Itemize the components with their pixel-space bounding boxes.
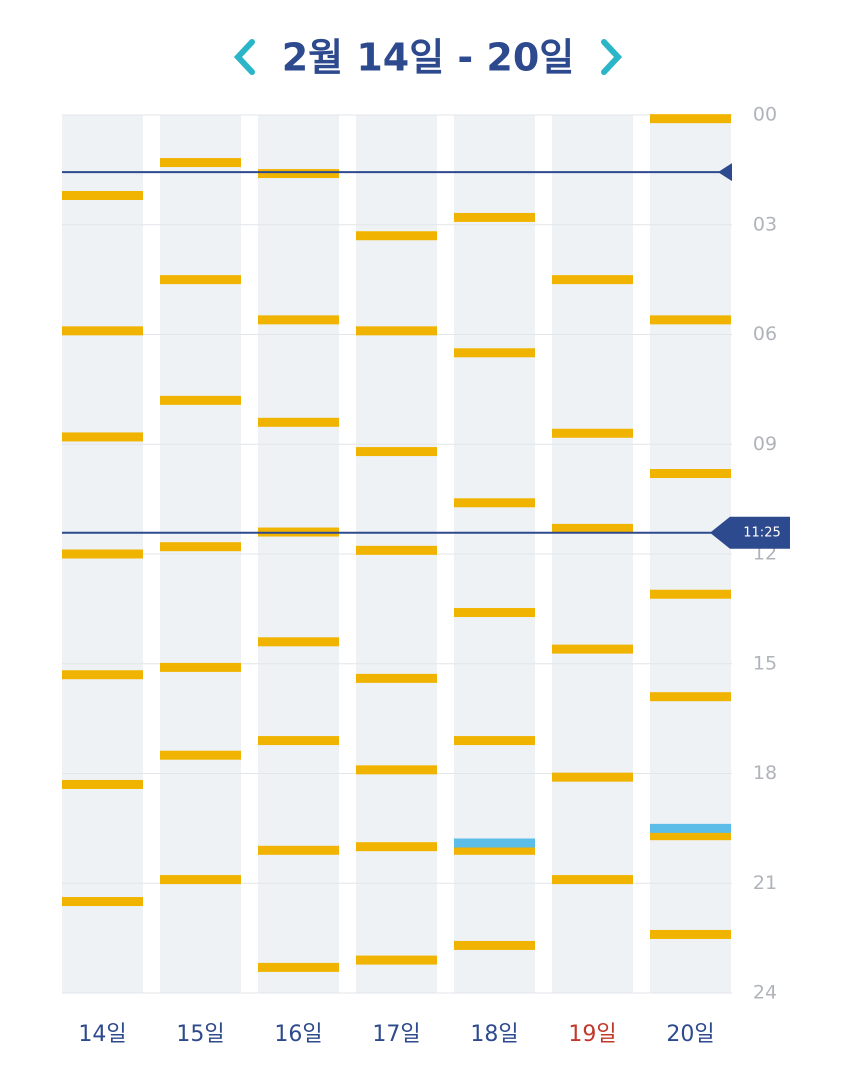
event-bar: [650, 823, 731, 833]
time-marker-tag: [718, 163, 732, 182]
event-bar: [160, 750, 241, 760]
event-bar: [650, 589, 731, 599]
event-bar: [356, 955, 437, 965]
event-bar: [62, 670, 143, 680]
event-bar: [356, 842, 437, 852]
y-tick-label: 09: [753, 433, 777, 455]
event-bar: [356, 231, 437, 241]
x-tick-label: 18일: [470, 1022, 518, 1047]
x-tick-label: 19일: [568, 1022, 616, 1047]
event-bar: [160, 662, 241, 672]
event-bar: [454, 736, 535, 746]
event-bar: [160, 275, 241, 285]
y-tick-label: 21: [753, 872, 777, 894]
event-bar: [552, 644, 633, 654]
event-bar: [356, 326, 437, 336]
event-bar: [454, 940, 535, 950]
event-bar: [62, 779, 143, 789]
event-bar: [356, 545, 437, 555]
event-bar: [356, 447, 437, 457]
time-marker-label: 11:25: [743, 525, 780, 540]
event-bar: [258, 845, 339, 855]
chart-title: 2월 14일 - 20일: [282, 36, 575, 80]
event-bar: [454, 348, 535, 358]
event-bar: [258, 736, 339, 746]
event-bar: [650, 469, 731, 479]
event-bar: [258, 315, 339, 325]
time-marker-tag: [710, 516, 790, 549]
event-bar: [356, 673, 437, 683]
x-tick-label: 16일: [274, 1022, 322, 1047]
y-tick-label: 03: [753, 213, 777, 235]
event-bar: [650, 692, 731, 702]
event-bar: [650, 831, 731, 841]
event-bar: [650, 114, 731, 124]
y-tick-label: 00: [753, 104, 777, 126]
x-tick-label: 17일: [372, 1022, 420, 1047]
event-bar: [62, 326, 143, 336]
event-bar: [454, 212, 535, 222]
prev-arrow[interactable]: [233, 39, 255, 75]
event-bar: [454, 608, 535, 618]
next-arrow[interactable]: [601, 39, 623, 75]
event-bar: [62, 432, 143, 442]
event-bar: [552, 523, 633, 533]
x-tick-label: 20일: [666, 1022, 714, 1047]
event-bar: [160, 158, 241, 168]
x-tick-label: 15일: [176, 1022, 224, 1047]
event-bar: [62, 897, 143, 907]
event-bar: [454, 845, 535, 855]
event-bar: [160, 395, 241, 405]
event-bar: [454, 498, 535, 508]
event-bar: [258, 962, 339, 972]
event-bar: [552, 428, 633, 438]
y-tick-label: 15: [753, 652, 777, 674]
event-bar: [650, 315, 731, 325]
y-tick-label: 18: [753, 762, 777, 784]
event-bar: [356, 765, 437, 775]
event-bar: [258, 169, 339, 179]
event-bar: [552, 275, 633, 285]
event-bar: [160, 542, 241, 552]
y-tick-label: 24: [753, 982, 777, 1004]
event-bar: [62, 549, 143, 559]
event-bar: [258, 417, 339, 427]
event-bar: [552, 772, 633, 782]
x-tick-label: 14일: [78, 1022, 126, 1047]
event-bar: [552, 875, 633, 885]
event-bar: [160, 875, 241, 885]
event-bar: [258, 637, 339, 647]
event-bar: [454, 838, 535, 848]
event-bar: [650, 929, 731, 939]
y-tick-label: 06: [753, 323, 777, 345]
event-bar: [62, 190, 143, 200]
